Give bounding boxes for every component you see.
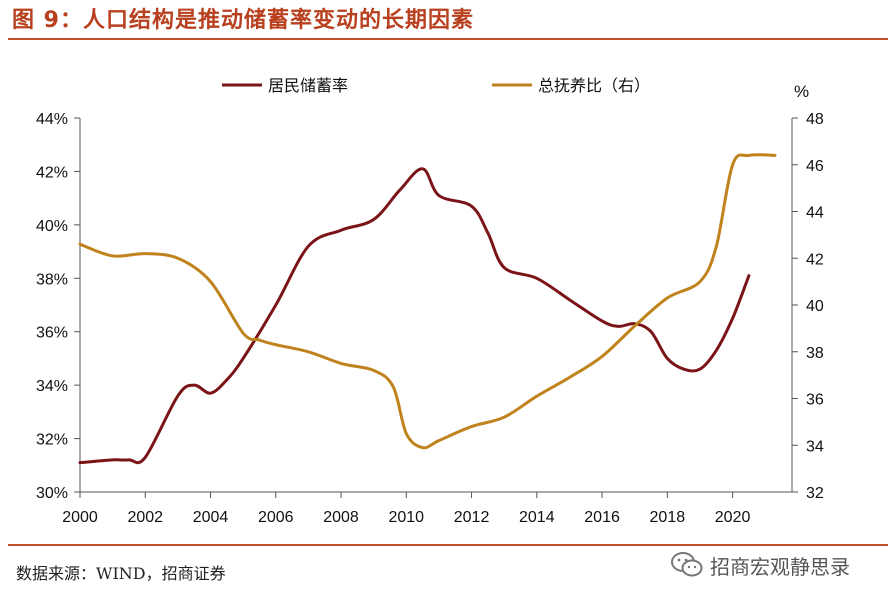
legend-label: 居民储蓄率: [268, 76, 348, 95]
y-right-tick-label: 34: [806, 438, 824, 455]
x-tick-label: 2014: [519, 509, 555, 526]
legend: 居民储蓄率 总抚养比（右）: [222, 76, 650, 95]
y-left-tick-label: 36%: [36, 325, 68, 342]
y-left-tick-label: 44%: [36, 111, 68, 128]
x-tick-label: 2012: [454, 509, 490, 526]
y-right-tick-label: 40: [806, 298, 824, 315]
y-right-tick-label: 48: [806, 111, 824, 128]
y-right-tick-label: 36: [806, 392, 824, 409]
figure-title: 图 9：人口结构是推动储蓄率变动的长期因素: [12, 8, 474, 33]
y-left-tick-label: 32%: [36, 432, 68, 449]
y-right-unit: %: [794, 82, 809, 101]
y-right-tick-label: 38: [806, 345, 824, 362]
y-left-tick-label: 40%: [36, 218, 68, 235]
x-tick-label: 2002: [127, 509, 163, 526]
chart-lines: [78, 153, 777, 465]
y-left-tick-label: 30%: [36, 485, 68, 502]
x-tick-label: 2010: [388, 509, 424, 526]
wechat-icon: [671, 552, 703, 577]
title-rule: [8, 38, 888, 40]
chart-axes: 30% 32% 34% 36% 38% 40% 42% 44% 32 34 36 38 40 42 44 46…: [36, 82, 824, 526]
y-left-tick-label: 38%: [36, 271, 68, 288]
watermark: 招商宏观静思录: [670, 548, 850, 582]
chart: 居民储蓄率 总抚养比（右） 30%32%34%36%38%40%42%44%323…: [36, 76, 824, 526]
source-note: 数据来源：WIND，招商证券: [16, 564, 226, 583]
x-tick-label: 2016: [584, 509, 620, 526]
series-line-savings-rate: [78, 167, 751, 465]
legend-item-dependency-ratio: 总抚养比（右）: [492, 76, 650, 95]
y-right-tick-label: 44: [806, 205, 824, 222]
y-right-tick-label: 42: [806, 251, 824, 268]
x-tick-label: 2000: [62, 509, 98, 526]
y-right-tick-label: 32: [806, 485, 824, 502]
watermark-text: 招商宏观静思录: [710, 554, 850, 579]
x-tick-label: 2020: [715, 509, 751, 526]
y-left-tick-label: 34%: [36, 378, 68, 395]
footer-rule: [8, 544, 888, 546]
y-right-tick-label: 46: [806, 158, 824, 175]
series-line-dependency-ratio: [78, 153, 777, 450]
legend-label: 总抚养比（右）: [538, 76, 650, 95]
x-tick-label: 2006: [258, 509, 294, 526]
x-tick-label: 2018: [650, 509, 686, 526]
x-tick-label: 2004: [193, 509, 229, 526]
legend-item-savings-rate: 居民储蓄率: [222, 76, 348, 95]
y-left-tick-label: 42%: [36, 164, 68, 181]
x-tick-label: 2008: [323, 509, 359, 526]
